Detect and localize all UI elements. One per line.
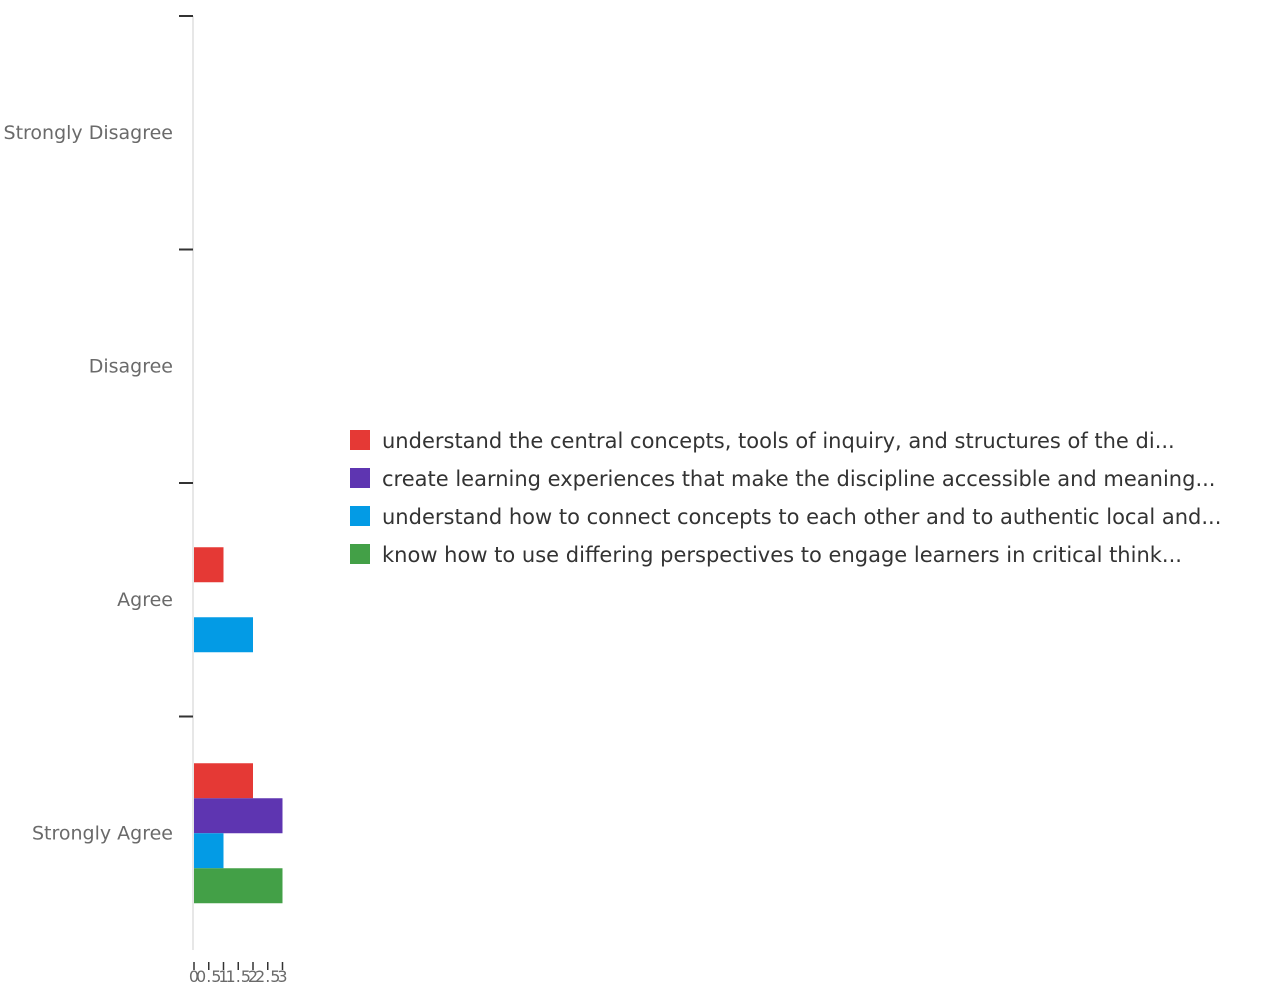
x-tick-label: 1	[218, 967, 228, 986]
legend-swatch	[350, 544, 370, 564]
category-label: Strongly Disagree	[4, 122, 173, 144]
bar	[194, 617, 253, 653]
legend-swatch	[350, 430, 370, 450]
bar	[194, 868, 283, 904]
legend-label: know how to use differing perspectives t…	[382, 543, 1182, 567]
bars	[194, 547, 283, 904]
bar	[194, 798, 283, 834]
x-tick-label: 1.5	[226, 967, 251, 986]
bar	[194, 833, 224, 869]
x-tick-label: 2.5	[255, 967, 280, 986]
x-tick-label: 3	[277, 967, 287, 986]
bar	[194, 547, 224, 583]
category-label: Disagree	[89, 355, 173, 377]
category-label: Strongly Agree	[32, 822, 173, 844]
bar	[194, 763, 253, 799]
legend-label: understand how to connect concepts to ea…	[382, 505, 1221, 529]
legend-swatch	[350, 506, 370, 526]
category-label: Agree	[117, 589, 173, 611]
category-labels: Strongly Disagree Disagree Agree Strongly A…	[4, 122, 173, 845]
legend-label: understand the central concepts, tools o…	[382, 429, 1175, 453]
axes	[179, 15, 194, 950]
legend-swatch	[350, 468, 370, 488]
x-tick-label: 2	[248, 967, 258, 986]
x-axis-ticks: 00.511.522.53	[189, 962, 288, 986]
legend-label: create learning experiences that make th…	[382, 467, 1215, 491]
x-tick-label: 0	[189, 967, 199, 986]
legend: understand the central concepts, tools o…	[350, 429, 1221, 567]
x-tick-label: 0.5	[196, 967, 221, 986]
